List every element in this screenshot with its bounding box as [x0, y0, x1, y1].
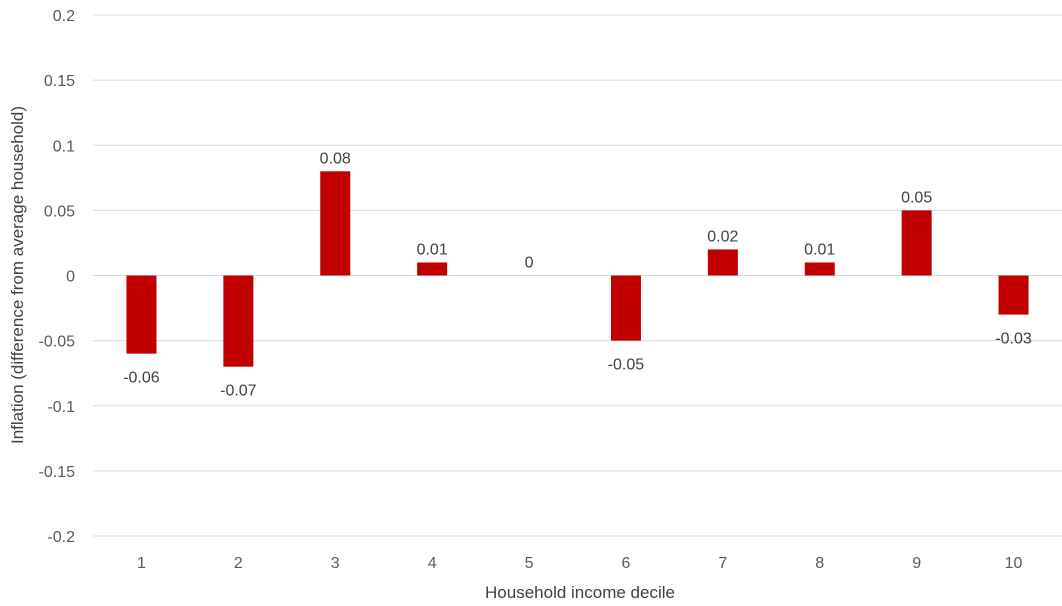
- bars: [126, 171, 1029, 367]
- x-tick-label: 10: [1005, 555, 1023, 572]
- y-tick-label: -0.1: [47, 399, 75, 416]
- x-tick-label: 5: [525, 555, 534, 572]
- x-tick-label: 4: [428, 555, 437, 572]
- data-label: -0.03: [995, 331, 1032, 348]
- x-tick-label: 6: [621, 555, 630, 572]
- y-axis-title: Inflation (difference from average house…: [8, 106, 27, 444]
- bar: [804, 262, 835, 276]
- data-label: 0.08: [320, 150, 351, 167]
- y-tick-label: 0.1: [53, 138, 75, 155]
- bar: [417, 262, 448, 276]
- y-tick-label: 0.15: [44, 73, 75, 90]
- data-label: 0.01: [417, 241, 448, 258]
- y-axis-tick-labels: 0.2 0.15 0.1 0.05 0 -0.05 -0.1 -0.15 -0.2: [39, 8, 76, 546]
- x-axis-title: Household income decile: [485, 583, 675, 602]
- x-tick-label: 9: [912, 555, 921, 572]
- x-tick-label: 7: [718, 555, 727, 572]
- x-tick-label: 3: [331, 555, 340, 572]
- x-tick-label: 8: [815, 555, 824, 572]
- gridlines: [93, 14, 1062, 537]
- data-label: -0.05: [608, 357, 645, 374]
- data-label: 0.05: [901, 189, 932, 206]
- data-label: -0.07: [220, 383, 257, 400]
- bar: [901, 210, 932, 276]
- data-label: 0: [525, 255, 534, 272]
- x-axis-tick-labels: 1 2 3 4 5 6 7 8 9 10: [137, 555, 1023, 572]
- bar: [998, 275, 1029, 315]
- bar: [126, 275, 157, 354]
- data-labels: -0.06 -0.07 0.08 0.01 0 -0.05 0.02 0.01 0.05 -0.0…: [123, 150, 1032, 399]
- x-tick-label: 1: [137, 555, 146, 572]
- x-tick-label: 2: [234, 555, 243, 572]
- bar: [707, 249, 738, 276]
- y-tick-label: -0.15: [39, 464, 76, 481]
- y-tick-label: 0.05: [44, 203, 75, 220]
- y-tick-label: -0.05: [39, 334, 76, 351]
- data-label: 0.01: [804, 241, 835, 258]
- bar: [610, 275, 641, 341]
- y-tick-label: 0: [66, 269, 75, 286]
- data-label: -0.06: [123, 370, 160, 387]
- bar: [223, 275, 254, 367]
- bar: [320, 171, 351, 276]
- data-label: 0.02: [707, 228, 738, 245]
- y-tick-label: 0.2: [53, 8, 75, 25]
- y-tick-label: -0.2: [47, 529, 75, 546]
